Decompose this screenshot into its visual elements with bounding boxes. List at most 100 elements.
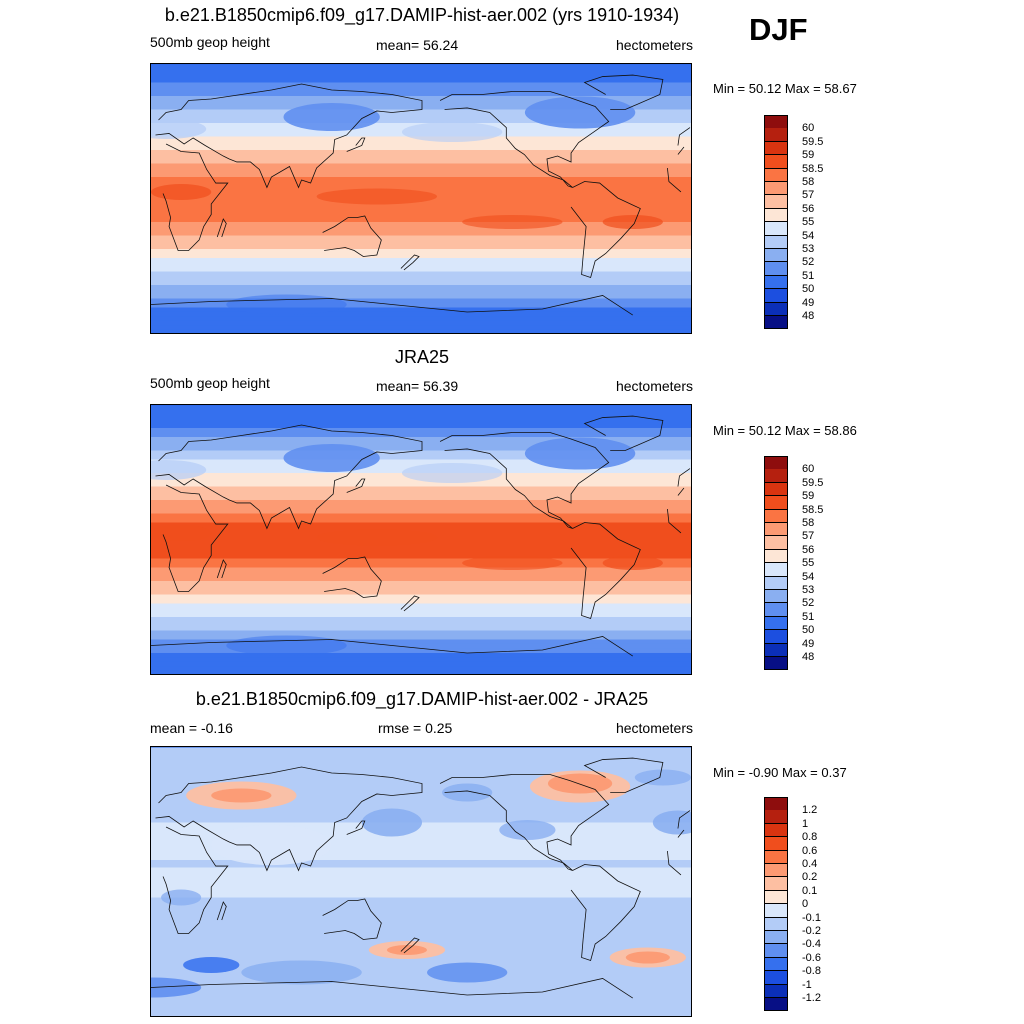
colorbar-swatch	[764, 509, 788, 523]
panel-1-left-label: 500mb geop height	[150, 34, 270, 50]
panel-3-mean: mean = -0.16	[150, 720, 233, 736]
colorbar-tick-label: 51	[802, 610, 815, 623]
colorbar-swatch	[764, 141, 788, 156]
colorbar-tick-label: 59.5	[802, 476, 824, 489]
colorbar-swatch	[764, 797, 788, 812]
colorbar-swatch	[764, 208, 788, 223]
colorbar-swatch	[764, 549, 788, 564]
colorbar-swatch	[764, 850, 788, 864]
panel-3-units: hectometers	[615, 720, 693, 736]
colorbar-swatch	[764, 616, 788, 631]
colorbar-swatch	[764, 302, 788, 316]
colorbar-tick-label: 52	[802, 597, 815, 610]
colorbar-tick-label: 56	[802, 202, 815, 215]
colorbar-swatch	[764, 984, 788, 998]
colorbar-tick-label: -1	[802, 978, 812, 991]
colorbar-swatch	[764, 536, 788, 550]
colorbar-tick-label: 58	[802, 176, 815, 188]
panel-1-map	[150, 63, 692, 334]
colorbar-tick-label: 51	[802, 269, 815, 282]
colorbar-tick-label: -0.8	[802, 965, 821, 978]
colorbar-swatch	[764, 316, 788, 330]
panel-3-map	[150, 746, 692, 1017]
colorbar-tick-label: 55	[802, 557, 815, 570]
colorbar-tick-label: 53	[802, 584, 815, 596]
colorbar-tick-label: -1.2	[802, 992, 821, 1004]
panel-3-rmse: rmse = 0.25	[378, 720, 453, 736]
colorbar-swatch	[764, 128, 788, 142]
colorbar-tick-label: 57	[802, 189, 815, 202]
colorbar-tick-label: 60	[802, 463, 815, 476]
panel-2-minmax: Min = 50.12 Max = 58.86	[713, 423, 857, 438]
colorbar-swatch	[764, 971, 788, 985]
colorbar-tick-label: 50	[802, 624, 815, 637]
colorbar-tick-label: 57	[802, 530, 815, 543]
colorbar-tick-label: 52	[802, 256, 815, 269]
panel-1-mean: mean= 56.24	[376, 37, 459, 53]
colorbar-swatch	[764, 235, 788, 249]
panel-1-units: hectometers	[615, 37, 693, 53]
colorbar-tick-label: 59	[802, 149, 815, 162]
colorbar-tick-label: -0.4	[802, 938, 821, 951]
colorbar-tick-label: 58.5	[802, 503, 824, 516]
panel-1-title: b.e21.B1850cmip6.f09_g17.DAMIP-hist-aer.…	[164, 5, 680, 25]
colorbar-tick-label: 0.8	[802, 831, 818, 844]
colorbar-swatch	[764, 563, 788, 577]
colorbar-tick-label: 0.2	[802, 871, 818, 884]
colorbar-swatch	[764, 249, 788, 263]
panel-3-title: b.e21.B1850cmip6.f09_g17.DAMIP-hist-aer.…	[195, 689, 649, 709]
colorbar-swatch	[764, 810, 788, 824]
panel-2-units: hectometers	[615, 378, 693, 394]
panel-2-left-label: 500mb geop height	[150, 375, 270, 391]
colorbar-swatch	[764, 904, 788, 918]
colorbar-tick-label: 0.4	[802, 858, 818, 870]
colorbar-swatch	[764, 944, 788, 958]
colorbar-swatch	[764, 877, 788, 891]
colorbar-tick-label: 50	[802, 283, 815, 296]
colorbar-swatch	[764, 590, 788, 604]
panel-2-mean: mean= 56.39	[376, 378, 459, 394]
panel-3-minmax: Min = -0.90 Max = 0.37	[713, 765, 847, 780]
colorbar-tick-label: -0.1	[802, 911, 821, 924]
colorbar-swatch	[764, 998, 788, 1012]
colorbar-tick-label: 48	[802, 651, 815, 663]
colorbar-swatch	[764, 469, 788, 483]
colorbar-swatch	[764, 262, 788, 276]
colorbar-tick-label: 0.6	[802, 844, 818, 857]
colorbar-swatch	[764, 643, 788, 657]
colorbar-swatch	[764, 182, 788, 196]
colorbar-tick-label: 55	[802, 216, 815, 229]
colorbar-tick-label: 58	[802, 517, 815, 529]
colorbar-swatch	[764, 482, 788, 497]
panel-3-contour-field	[151, 747, 691, 1016]
colorbar-swatch	[764, 275, 788, 290]
colorbar-tick-label: 49	[802, 296, 815, 309]
colorbar-tick-label: 59.5	[802, 135, 824, 148]
colorbar-tick-label: 1	[802, 817, 809, 830]
colorbar-tick-label: 56	[802, 543, 815, 556]
colorbar-swatch	[764, 957, 788, 972]
colorbar-swatch	[764, 837, 788, 851]
colorbar-swatch	[764, 917, 788, 931]
colorbar-tick-label: 60	[802, 122, 815, 135]
colorbar-swatch	[764, 657, 788, 671]
colorbar-swatch	[764, 576, 788, 590]
season-label: DJF	[749, 12, 808, 47]
colorbar-swatch	[764, 115, 788, 130]
colorbar-tick-label: -0.2	[802, 925, 821, 937]
colorbar-swatch	[764, 890, 788, 905]
colorbar-tick-label: 59	[802, 490, 815, 503]
colorbar-tick-label: 0.1	[802, 884, 818, 897]
colorbar-tick-label: 48	[802, 310, 815, 322]
colorbar-swatch	[764, 931, 788, 945]
colorbar-tick-label: -0.6	[802, 951, 821, 964]
panel-2-contour-field	[151, 405, 691, 674]
colorbar-swatch	[764, 630, 788, 644]
colorbar-swatch	[764, 289, 788, 303]
colorbar-swatch	[764, 496, 788, 510]
colorbar-swatch	[764, 823, 788, 838]
colorbar-swatch	[764, 864, 788, 878]
colorbar-swatch	[764, 603, 788, 617]
colorbar-swatch	[764, 168, 788, 182]
colorbar-tick-label: 54	[802, 229, 815, 242]
